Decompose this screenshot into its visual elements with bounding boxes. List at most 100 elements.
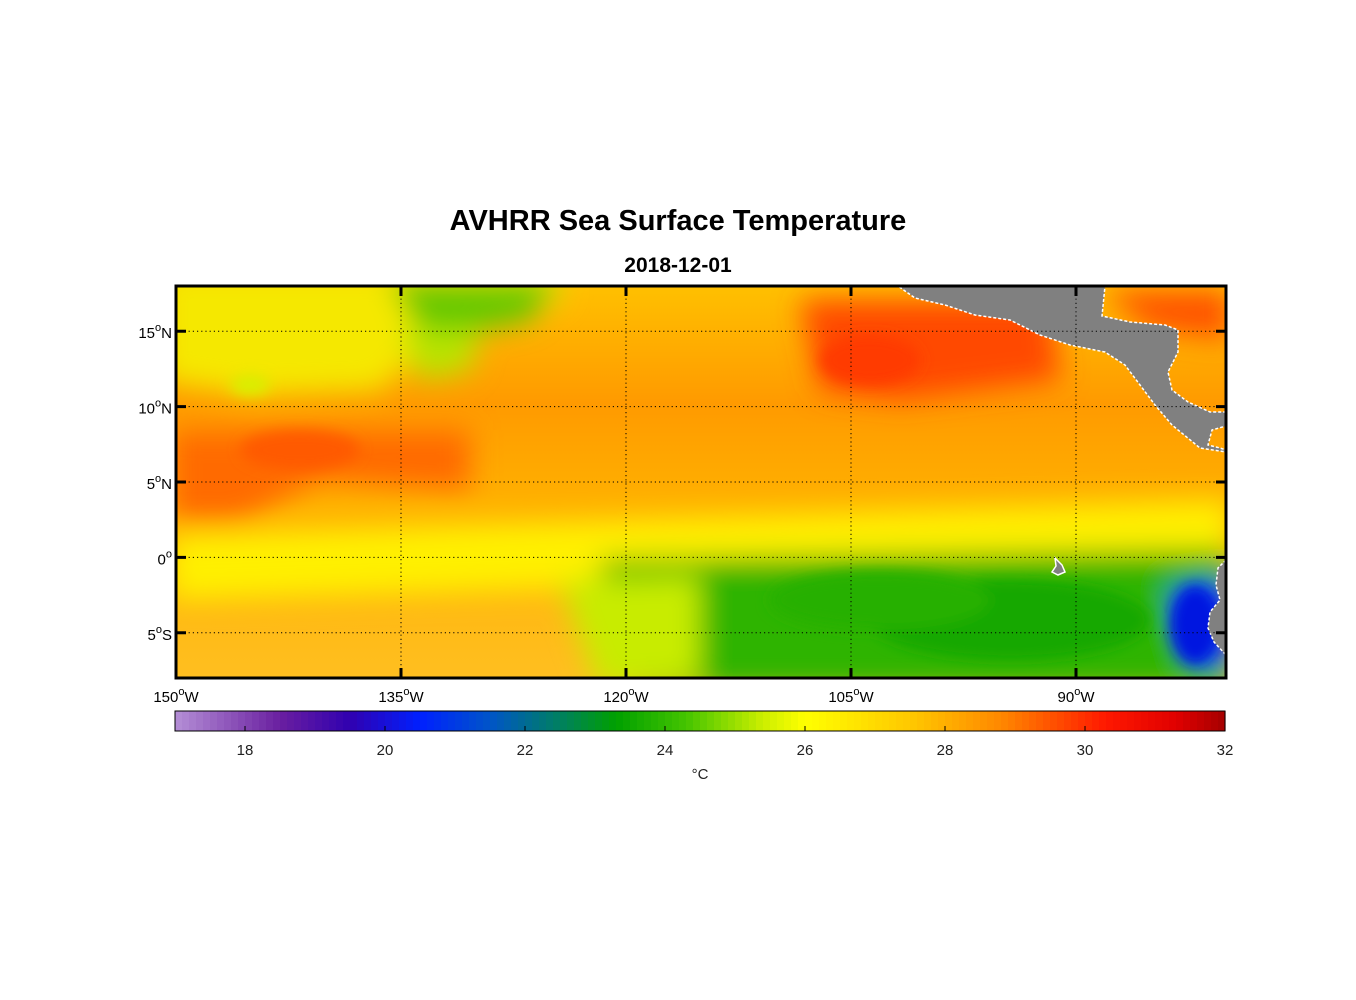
colorbar-segment bbox=[1029, 711, 1037, 731]
colorbar-segment bbox=[938, 711, 946, 731]
colorbar-tick-label: 18 bbox=[237, 742, 254, 759]
colorbar-segment bbox=[868, 711, 876, 731]
colorbar-segment bbox=[385, 711, 393, 731]
colorbar-segment bbox=[945, 711, 953, 731]
colorbar-segment bbox=[581, 711, 589, 731]
colorbar-segment bbox=[854, 711, 862, 731]
colorbar-segment bbox=[749, 711, 757, 731]
colorbar-segment bbox=[980, 711, 988, 731]
land-central-america bbox=[896, 286, 1226, 453]
colorbar-segment bbox=[903, 711, 911, 731]
colorbar-segment bbox=[553, 711, 561, 731]
colorbar-segment bbox=[882, 711, 890, 731]
colorbar-segment bbox=[294, 711, 302, 731]
colorbar-segment bbox=[322, 711, 330, 731]
colorbar-segment bbox=[1022, 711, 1030, 731]
colorbar-segment bbox=[1015, 711, 1023, 731]
colorbar-segment bbox=[735, 711, 743, 731]
sst-field bbox=[176, 286, 1226, 678]
colorbar-segment bbox=[1050, 711, 1058, 731]
colorbar-segment bbox=[959, 711, 967, 731]
colorbar-segment bbox=[665, 711, 673, 731]
colorbar-segment bbox=[826, 711, 834, 731]
colorbar-segment bbox=[1057, 711, 1065, 731]
colorbar-segment bbox=[679, 711, 687, 731]
colorbar-segment bbox=[1120, 711, 1128, 731]
colorbar-segment bbox=[861, 711, 869, 731]
colorbar-segment bbox=[406, 711, 414, 731]
colorbar-tick-label: 28 bbox=[937, 742, 954, 759]
colorbar-segment bbox=[1092, 711, 1100, 731]
colorbar-segment bbox=[693, 711, 701, 731]
colorbar-segment bbox=[469, 711, 477, 731]
colorbar-segment bbox=[798, 711, 806, 731]
colorbar-segment bbox=[1001, 711, 1009, 731]
colorbar-segment bbox=[595, 711, 603, 731]
colorbar-segment bbox=[280, 711, 288, 731]
colorbar-segment bbox=[1169, 711, 1177, 731]
longitude-axis: 150oW 135oW 120oW 105oW 90oW bbox=[153, 286, 1095, 706]
colorbar-segment bbox=[623, 711, 631, 731]
colorbar-segment bbox=[434, 711, 442, 731]
colorbar-segment bbox=[1134, 711, 1142, 731]
colorbar-segment bbox=[1099, 711, 1107, 731]
colorbar-segment bbox=[1106, 711, 1114, 731]
colorbar-segment bbox=[1204, 711, 1212, 731]
map-title: AVHRR Sea Surface Temperature bbox=[449, 205, 907, 237]
colorbar-segment bbox=[420, 711, 428, 731]
colorbar-segment bbox=[574, 711, 582, 731]
colorbar-segment bbox=[987, 711, 995, 731]
colorbar-tick-label: 24 bbox=[657, 742, 674, 759]
colorbar-segment bbox=[210, 711, 218, 731]
lat-tick-label: 5oN bbox=[147, 473, 172, 493]
colorbar-segment bbox=[588, 711, 596, 731]
lon-tick-label: 105oW bbox=[828, 686, 874, 706]
colorbar: 18 20 22 24 26 28 30 32 °C bbox=[174, 710, 1233, 783]
lat-tick-label: 15oN bbox=[138, 322, 172, 342]
colorbar-segment bbox=[1071, 711, 1079, 731]
colorbar-segment bbox=[742, 711, 750, 731]
lon-tick-label: 90oW bbox=[1058, 686, 1096, 706]
colorbar-segment bbox=[952, 711, 960, 731]
colorbar-segment bbox=[441, 711, 449, 731]
lat-tick-label: 0o bbox=[158, 548, 172, 568]
colorbar-segment bbox=[1036, 711, 1044, 731]
colorbar-segment bbox=[756, 711, 764, 731]
colorbar-segment bbox=[1211, 711, 1219, 731]
colorbar-segment bbox=[462, 711, 470, 731]
colorbar-segment bbox=[350, 711, 358, 731]
colorbar-segment bbox=[700, 711, 708, 731]
lat-tick-label: 5oS bbox=[148, 624, 172, 644]
colorbar-segment bbox=[392, 711, 400, 731]
colorbar-segment bbox=[1113, 711, 1121, 731]
colorbar-segment bbox=[1183, 711, 1191, 731]
colorbar-segment bbox=[567, 711, 575, 731]
colorbar-segment bbox=[1127, 711, 1135, 731]
colorbar-segment bbox=[189, 711, 197, 731]
colorbar-segment bbox=[504, 711, 512, 731]
colorbar-segment bbox=[532, 711, 540, 731]
map-grid bbox=[176, 286, 1226, 678]
colorbar-segment bbox=[224, 711, 232, 731]
colorbar-segment bbox=[448, 711, 456, 731]
latitude-axis: 15oN 10oN 5oN 0o 5oS bbox=[138, 322, 1226, 644]
lon-tick-label: 135oW bbox=[378, 686, 424, 706]
colorbar-segment bbox=[1078, 711, 1086, 731]
colorbar-segment bbox=[546, 711, 554, 731]
colorbar-segment bbox=[602, 711, 610, 731]
colorbar-segment bbox=[1043, 711, 1051, 731]
land-galapagos bbox=[1050, 555, 1066, 576]
colorbar-segment bbox=[343, 711, 351, 731]
colorbar-segment bbox=[847, 711, 855, 731]
map-subtitle: 2018-12-01 bbox=[624, 254, 732, 277]
colorbar-segment bbox=[784, 711, 792, 731]
colorbar-segment bbox=[644, 711, 652, 731]
colorbar-segment bbox=[833, 711, 841, 731]
colorbar-segment bbox=[511, 711, 519, 731]
colorbar-segment bbox=[889, 711, 897, 731]
colorbar-segment bbox=[1155, 711, 1163, 731]
colorbar-segment bbox=[924, 711, 932, 731]
colorbar-segment bbox=[616, 711, 624, 731]
colorbar-segment bbox=[1190, 711, 1198, 731]
